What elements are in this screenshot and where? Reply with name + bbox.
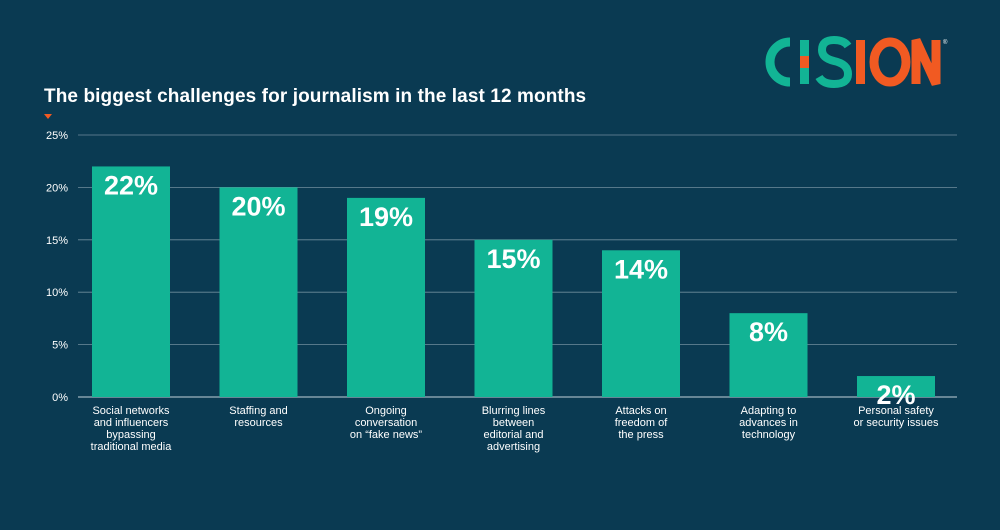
svg-text:®: ® (943, 39, 948, 46)
data-label: 2% (876, 380, 915, 410)
x-tick-label: Staffing and resources (204, 405, 314, 429)
x-tick-label-line: advances in (739, 417, 798, 429)
x-tick-label-line: bypassing (106, 429, 156, 441)
data-label: 20% (231, 191, 285, 221)
x-tick-label-line: traditional media (90, 441, 172, 453)
data-label: 22% (104, 170, 158, 200)
x-tick-label-line: editorial and (483, 429, 544, 441)
x-tick-label-line: Attacks on (615, 405, 667, 417)
y-tick-label: 0% (52, 392, 68, 404)
x-tick-label-line: resources (234, 417, 283, 429)
bar (219, 187, 298, 397)
x-tick-label: Personal safety or security issues (841, 405, 951, 429)
y-tick-label: 25% (46, 130, 68, 142)
x-tick-label-line: technology (741, 429, 796, 441)
chart-title: The biggest challenges for journalism in… (44, 86, 587, 107)
x-tick-label-line: the press (618, 429, 664, 441)
data-label: 8% (749, 317, 788, 347)
x-tick-label-line: Ongoing (365, 405, 407, 417)
bar (474, 239, 553, 397)
bar (347, 197, 425, 397)
x-tick-label-line: and influencers (93, 417, 169, 429)
x-tick-label-line: Social networks (92, 405, 170, 417)
y-tick-label: 15% (46, 235, 68, 247)
bar (729, 313, 808, 397)
x-tick-label-line: advertising (486, 441, 541, 453)
data-label: 15% (486, 244, 540, 274)
x-tick-label-line: freedom of (614, 417, 668, 429)
bar (857, 376, 935, 397)
x-tick-label: Social networks and influencers bypassing t… (76, 405, 186, 453)
bar (92, 166, 170, 397)
y-tick-label: 5% (52, 340, 68, 352)
x-tick-label: Attacks on freedom of the press (586, 405, 696, 441)
x-tick-label-line: Blurring lines (481, 405, 546, 417)
x-tick-label-line: between (492, 417, 535, 429)
y-tick-label: 10% (46, 287, 68, 299)
x-tick-label-line: Adapting to (740, 405, 797, 417)
x-tick-label-line: on “fake news” (349, 429, 423, 441)
bar (602, 250, 680, 397)
x-tick-label-line: conversation (354, 417, 418, 429)
x-tick-label: Adapting to advances in technology (714, 405, 824, 441)
data-label: 14% (614, 254, 668, 284)
x-tick-label: Ongoing conversation on “fake news” (331, 405, 441, 441)
data-label: 19% (359, 202, 413, 232)
title-marker-icon (44, 114, 52, 119)
y-tick-label: 20% (46, 182, 68, 194)
cision-logo: ® (765, 35, 948, 89)
x-tick-label-line: Staffing and (229, 405, 288, 417)
x-tick-label: Blurring lines between editorial and advert… (459, 405, 569, 453)
x-tick-label-line: or security issues (853, 417, 939, 429)
x-tick-label-line: Personal safety (858, 405, 934, 417)
